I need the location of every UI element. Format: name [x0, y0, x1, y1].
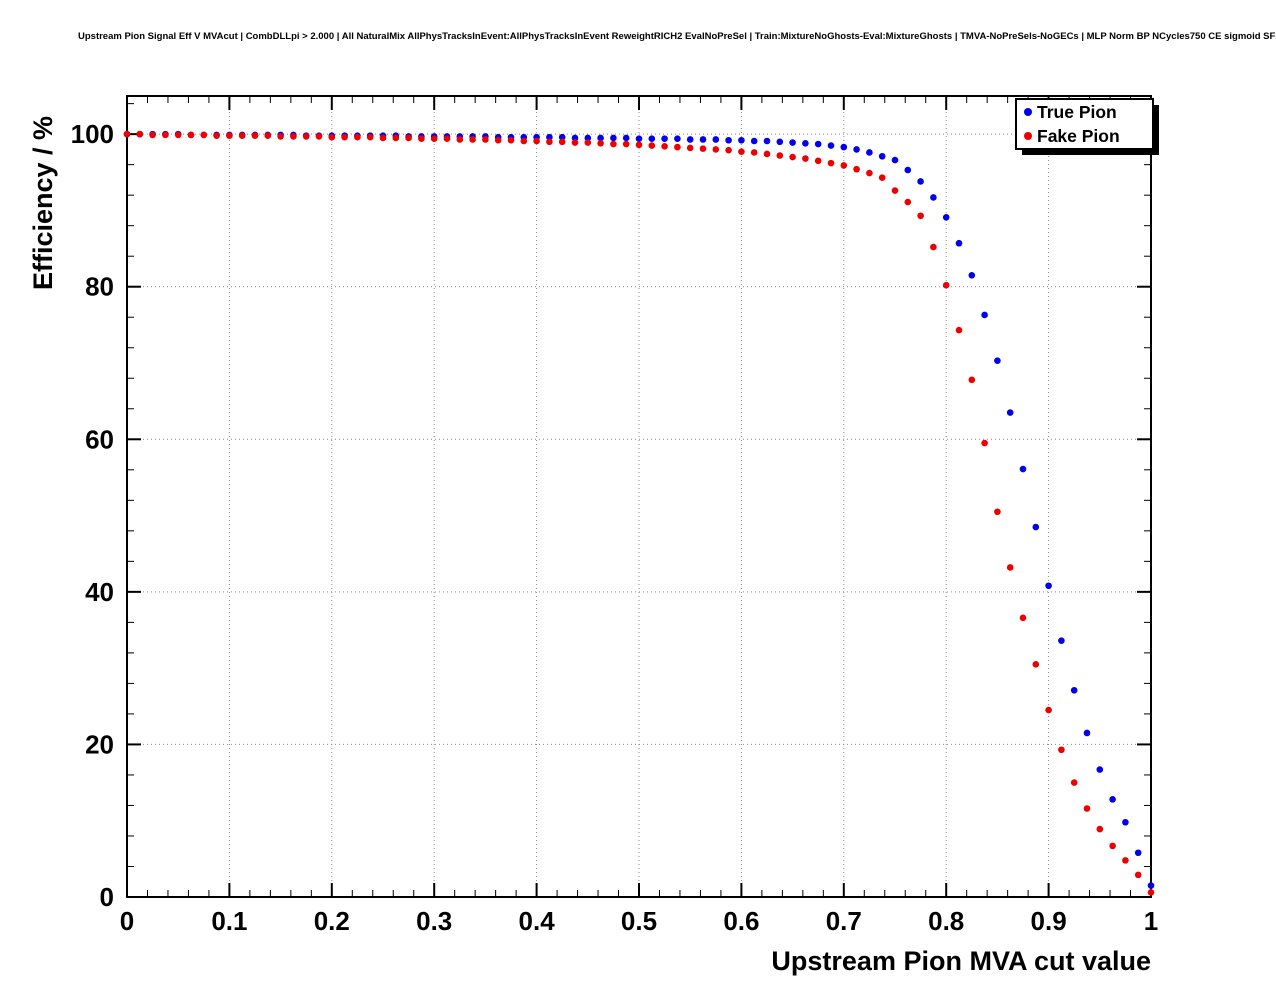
x-tick-label: 0.5 [621, 906, 657, 936]
y-tick-label: 60 [85, 424, 114, 454]
x-tick-label: 0 [120, 906, 134, 936]
y-tick-labels: 0 20 40 60 80 100 [71, 119, 114, 912]
y-tick-label: 40 [85, 577, 114, 607]
series-fake-pion [123, 130, 1155, 896]
y-tick-label: 0 [100, 882, 114, 912]
legend-marker-fake-pion [1024, 132, 1032, 140]
x-tick-label: 0.3 [416, 906, 452, 936]
x-axis-title: Upstream Pion MVA cut value [771, 946, 1151, 976]
data-points [123, 130, 1155, 896]
legend-label: True Pion [1037, 102, 1117, 122]
legend-marker-true-pion [1024, 108, 1032, 116]
y-tick-label: 100 [71, 119, 114, 149]
x-tick-label: 1 [1144, 906, 1158, 936]
y-tick-label: 80 [85, 272, 114, 302]
y-tick-label: 20 [85, 729, 114, 759]
x-tick-label: 0.2 [314, 906, 350, 936]
x-tick-label: 0.9 [1031, 906, 1067, 936]
x-tick-labels: 0 0.1 0.2 0.3 0.4 0.5 0.6 0.7 0.8 0.9 1 [120, 906, 1158, 936]
legend: True Pion Fake Pion [1015, 98, 1159, 155]
gridlines [127, 96, 1151, 897]
y-axis-title: Efficiency / % [28, 116, 58, 290]
x-tick-label: 0.1 [211, 906, 247, 936]
plot-frame [126, 95, 1152, 898]
x-tick-label: 0.8 [928, 906, 964, 936]
legend-label: Fake Pion [1037, 126, 1120, 146]
x-tick-label: 0.6 [723, 906, 759, 936]
x-tick-label: 0.7 [826, 906, 862, 936]
plot-title: Upstream Pion Signal Eff V MVAcut | Comb… [78, 31, 1276, 42]
x-tick-label: 0.4 [519, 906, 556, 936]
